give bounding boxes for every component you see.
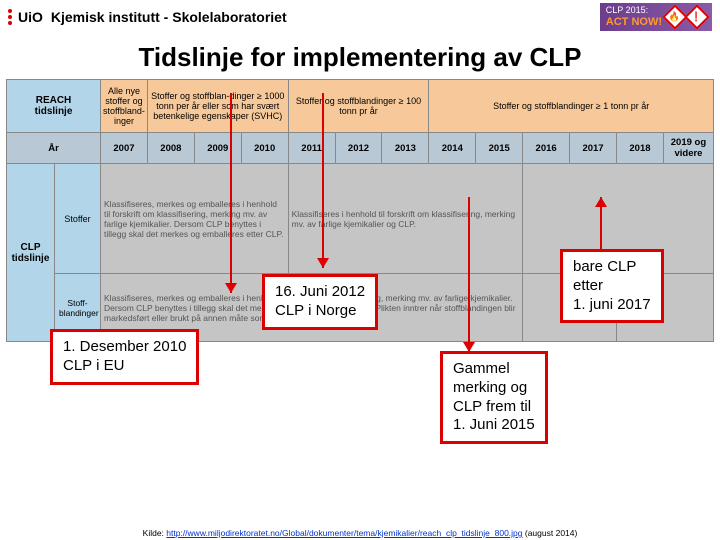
reach-cell: Stoffer og stoffblandinger ≥ 1 tonn pr å… bbox=[429, 80, 714, 133]
year-cell: 2011 bbox=[288, 133, 335, 164]
year-label: År bbox=[7, 133, 101, 164]
reach-cell: Stoffer og stoffblan-dinger ≥ 1000 tonn … bbox=[147, 80, 288, 133]
year-cell: 2016 bbox=[523, 133, 570, 164]
callout-2017: bare CLP etter 1. juni 2017 bbox=[560, 249, 664, 323]
clp-banner: CLP 2015: ACT NOW! 🔥 ❗ bbox=[600, 3, 712, 31]
year-cell: 2010 bbox=[241, 133, 288, 164]
source-line: Kilde: http://www.miljodirektoratet.no/G… bbox=[0, 528, 720, 538]
stoffer-label: Stoffer bbox=[55, 164, 101, 274]
year-cell: 2015 bbox=[476, 133, 523, 164]
logo-dots bbox=[8, 9, 12, 25]
hazard-icon: ❗ bbox=[684, 4, 709, 29]
year-cell: 2019 og videre bbox=[663, 133, 713, 164]
reach-row: REACH tidslinje Alle nye stoffer og stof… bbox=[7, 80, 714, 133]
reach-cell: Alle nye stoffer og stoffbland-inger bbox=[101, 80, 148, 133]
stoffer-phase1: Klassifiseres, merkes og emballeres i he… bbox=[101, 164, 289, 274]
year-cell: 2018 bbox=[616, 133, 663, 164]
timeline-container: REACH tidslinje Alle nye stoffer og stof… bbox=[0, 79, 720, 342]
source-link[interactable]: http://www.miljodirektoratet.no/Global/d… bbox=[166, 528, 522, 538]
arrow-2 bbox=[322, 93, 324, 268]
year-cell: 2013 bbox=[382, 133, 429, 164]
uio-logo: UiO bbox=[8, 9, 43, 25]
year-cell: 2007 bbox=[101, 133, 148, 164]
year-cell: 2017 bbox=[570, 133, 617, 164]
source-suffix: (august 2014) bbox=[523, 528, 578, 538]
logo-text: UiO bbox=[18, 9, 43, 25]
source-prefix: Kilde: bbox=[143, 528, 167, 538]
clp-main-label: CLP tidslinje bbox=[7, 164, 55, 342]
year-cell: 2014 bbox=[429, 133, 476, 164]
banner-line1: CLP 2015: bbox=[606, 6, 662, 16]
page-title: Tidslinje for implementering av CLP bbox=[0, 34, 720, 79]
reach-cell: Stoffer og stoffblandinger ≥ 100 tonn pr… bbox=[288, 80, 429, 133]
year-cell: 2012 bbox=[335, 133, 382, 164]
year-cell: 2009 bbox=[194, 133, 241, 164]
arrow-1 bbox=[230, 93, 232, 293]
year-cell: 2008 bbox=[147, 133, 194, 164]
callout-jun2012: 16. Juni 2012 CLP i Norge bbox=[262, 274, 378, 330]
year-row: År 2007 2008 2009 2010 2011 2012 2013 20… bbox=[7, 133, 714, 164]
institute-name: Kjemisk institutt - Skolelaboratoriet bbox=[51, 9, 287, 25]
banner-text: CLP 2015: ACT NOW! bbox=[606, 6, 662, 28]
header: UiO Kjemisk institutt - Skolelaboratorie… bbox=[0, 0, 720, 34]
arrow-3 bbox=[600, 197, 602, 252]
arrow-4 bbox=[468, 197, 470, 352]
reach-label: REACH tidslinje bbox=[7, 80, 101, 133]
callout-dec2010: 1. Desember 2010 CLP i EU bbox=[50, 329, 199, 385]
banner-line2: ACT NOW! bbox=[606, 16, 662, 28]
callout-2015: Gammel merking og CLP frem til 1. Juni 2… bbox=[440, 351, 548, 444]
